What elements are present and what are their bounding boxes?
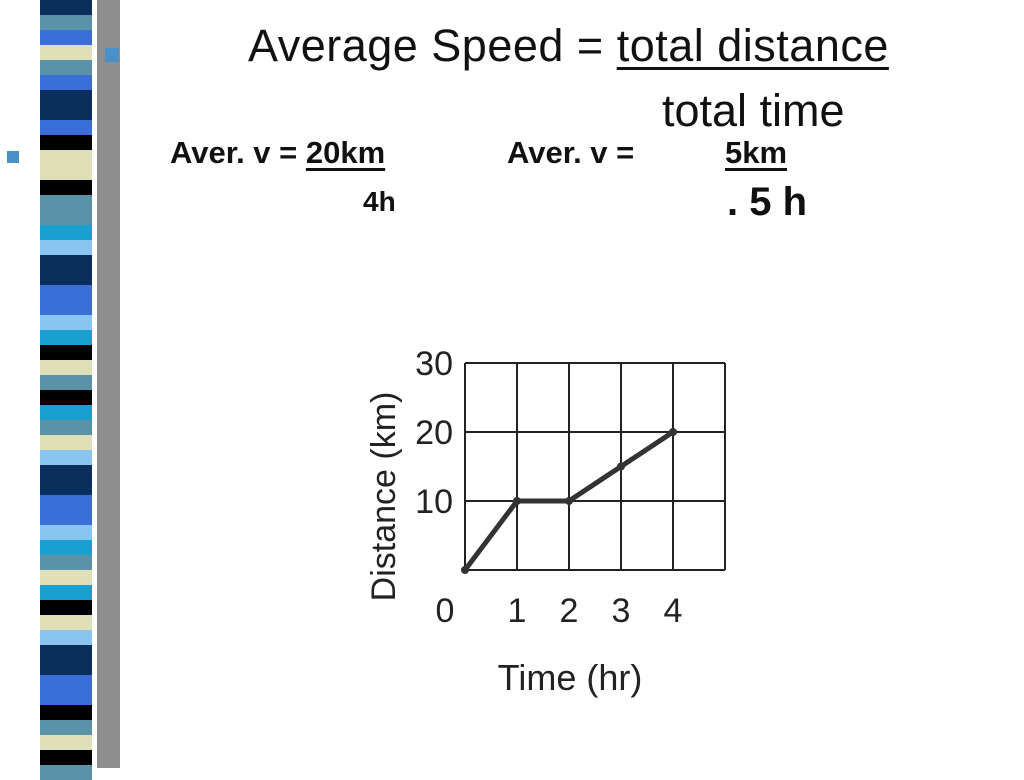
- slide-title: Average Speed = total distance: [248, 20, 889, 72]
- sidebar-block: [40, 315, 92, 330]
- sidebar-block: [40, 405, 92, 420]
- x-tick-label: 3: [612, 592, 631, 630]
- example1-numerator: 20km: [305, 135, 386, 170]
- sidebar-block: [40, 255, 92, 270]
- title-prefix: Average Speed =: [248, 20, 617, 71]
- sidebar-block: [40, 195, 92, 210]
- sidebar-block: [40, 285, 92, 300]
- title-numerator: total distance: [616, 20, 889, 71]
- example1-lhs: Aver. v =: [170, 135, 306, 170]
- example2-lhs: Aver. v =: [507, 135, 635, 170]
- x-tick-label: 2: [560, 592, 579, 630]
- title-denominator: total time: [662, 85, 845, 136]
- sidebar-block: [40, 765, 92, 780]
- data-point: [617, 462, 625, 471]
- example1-denominator: 4h: [363, 186, 396, 217]
- sidebar-block: [40, 495, 92, 510]
- example1-formula: Aver. v = 20km: [170, 135, 385, 171]
- decorative-sidebar: [0, 0, 120, 780]
- sidebar-block: [40, 165, 92, 180]
- sidebar-block: [40, 465, 92, 480]
- sidebar-block: [40, 375, 92, 390]
- x-tick-label: 4: [664, 592, 683, 630]
- y-tick-label: 10: [415, 483, 453, 521]
- x-tick-label: 1: [508, 592, 527, 630]
- y-tick-label: 20: [415, 414, 453, 452]
- sidebar-block: [40, 15, 92, 30]
- x-tick-label: 0: [436, 592, 455, 630]
- data-point: [461, 566, 469, 574]
- y-tick-label: 30: [415, 345, 453, 383]
- sidebar-block: [40, 735, 92, 750]
- data-point: [565, 497, 573, 505]
- sidebar-block: [40, 45, 92, 60]
- sidebar-block: [40, 585, 92, 600]
- sidebar-block: [40, 555, 92, 570]
- sidebar-block: [40, 525, 92, 540]
- sidebar-block: [40, 135, 92, 150]
- example2-numerator: 5km: [725, 135, 788, 170]
- sidebar-block: [40, 345, 92, 360]
- y-axis-label: Distance (km): [365, 392, 403, 602]
- bullet-icon: [105, 48, 119, 62]
- sidebar-block: [40, 435, 92, 450]
- distance-time-chart: 10 20 30 0 1 2 3 4 Time (hr) Distance (km): [365, 345, 726, 698]
- data-point: [669, 428, 677, 436]
- sidebar-block: [40, 675, 92, 690]
- example2-denominator: . 5 h: [727, 180, 808, 224]
- sidebar-block: [40, 75, 92, 90]
- sidebar-block: [40, 615, 92, 630]
- sidebar-block: [40, 225, 92, 240]
- x-axis-label: Time (hr): [498, 657, 643, 698]
- sidebar-block: [40, 645, 92, 660]
- sidebar-grey-stripe: [97, 0, 120, 768]
- bullet-icon: [7, 151, 19, 163]
- data-point: [513, 497, 521, 505]
- sidebar-block: [40, 705, 92, 720]
- sidebar-block: [40, 105, 92, 120]
